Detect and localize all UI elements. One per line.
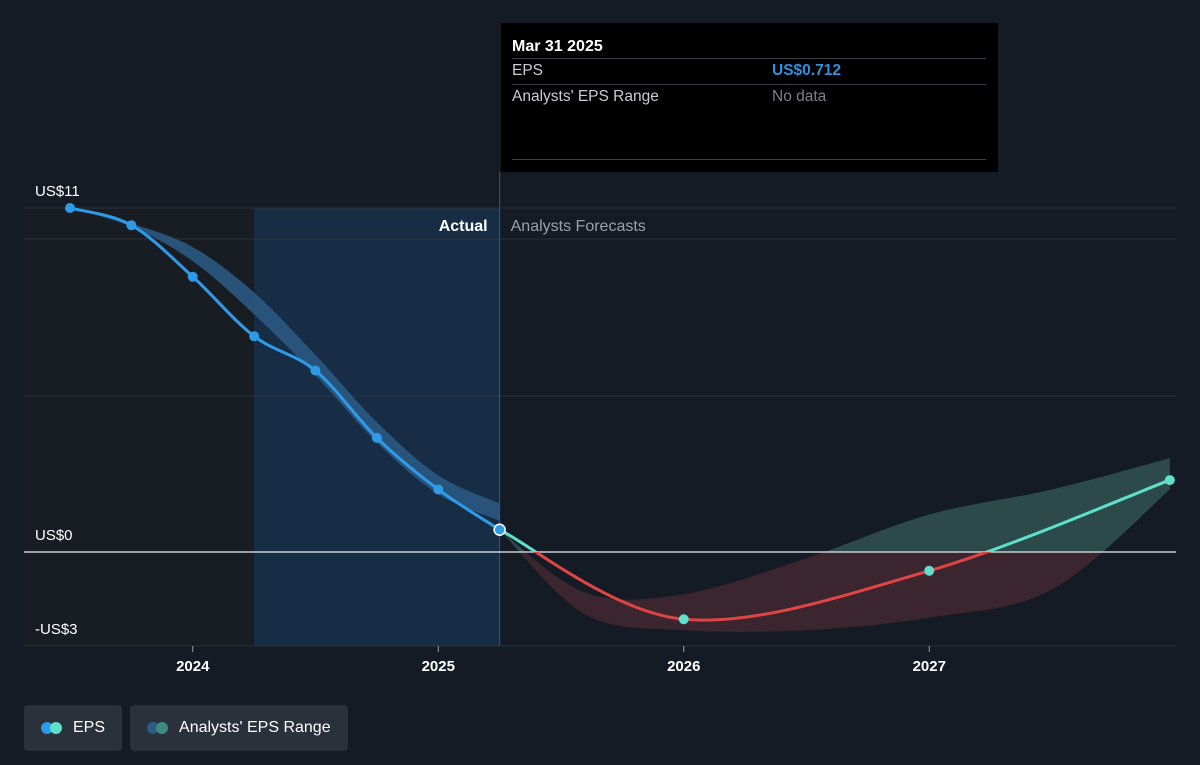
x-tick-label: 2027 [913,658,946,675]
eps-forecast-point [1164,475,1175,486]
tooltip-eps-value: US$0.712 [772,62,841,79]
legend-dot [156,722,169,734]
eps-actual-point [126,220,137,231]
legend-dot [50,722,62,734]
eps-actual-point [65,203,75,213]
hover-tooltip: Mar 31 2025 EPS US$0.712 Analysts' EPS R… [501,23,998,172]
tooltip-range-label: Analysts' EPS Range [512,88,659,105]
eps-legend-icon [41,722,63,734]
eps-actual-point [371,432,382,443]
tooltip-row-eps: EPS US$0.712 [512,58,986,84]
actual-range-band [70,208,500,521]
eps-actual-point [310,365,321,376]
tooltip-divider [512,159,986,160]
legend-item-eps-range[interactable]: Analysts' EPS Range [130,705,348,751]
eps-actual-point [249,331,260,342]
tooltip-row-range: Analysts' EPS Range No data [512,84,986,110]
eps-forecast-line-negative [533,552,992,622]
eps-forecast-point [678,614,689,625]
tooltip-date: Mar 31 2025 [512,38,603,55]
forecast-range-band-negative [519,552,1103,632]
eps-actual-line [69,206,501,531]
region-label-actual: Actual [439,218,488,235]
tooltip-range-value: No data [772,88,827,105]
legend-label-eps: EPS [73,719,106,736]
past-region-shade [24,208,255,646]
legend-item-eps[interactable]: EPS [24,705,123,751]
y-tick-label: -US$3 [35,621,78,638]
legend-label-eps-range: Analysts' EPS Range [179,719,331,736]
forecast-range-band-positive [499,458,1170,552]
eps-range-legend-icon [147,722,169,734]
region-label-forecast: Analysts Forecasts [511,218,646,235]
tooltip-eps-label: EPS [512,62,544,79]
eps-actual-point-highlighted [493,523,506,536]
eps-actual-point [433,484,444,495]
x-tick-label: 2026 [667,658,700,675]
y-tick-label: US$11 [35,183,80,200]
eps-forecast-point [924,565,935,576]
eps-forecast-line-positive [498,478,1171,552]
chart-legend: EPS Analysts' EPS Range [24,705,348,751]
y-tick-label: US$0 [35,527,73,544]
eps-actual-point [187,271,198,282]
x-tick-label: 2025 [422,658,455,675]
x-tick-label: 2024 [176,658,210,675]
